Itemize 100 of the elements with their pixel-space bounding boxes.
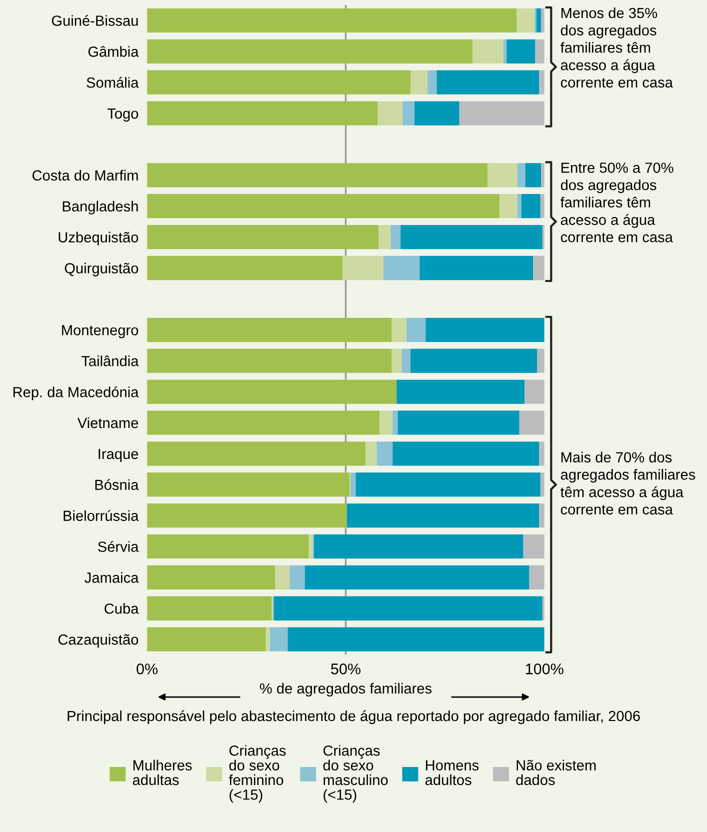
- y-tick-label: Quirguistão: [64, 262, 138, 276]
- bar: [541, 8, 544, 33]
- bar: [396, 380, 525, 404]
- bar: [517, 163, 526, 188]
- bar: [290, 565, 305, 590]
- bar: [392, 348, 402, 373]
- bar: [392, 318, 407, 342]
- bar: [147, 256, 343, 280]
- y-tick-label: Rep. da Macedónia: [13, 386, 139, 400]
- y-tick-label: Montenegro: [62, 325, 138, 338]
- bar: [529, 565, 544, 590]
- bar: [288, 627, 544, 652]
- text: Mais de 70% dos agregados familiares têm acesso a água corrente em casa: [560, 452, 696, 515]
- legend-label: Homens adultos: [425, 760, 479, 786]
- bar: [524, 380, 544, 404]
- bar: [147, 472, 350, 497]
- bar: [147, 70, 410, 94]
- y-tick-label: Bangladesh: [62, 200, 138, 214]
- x-axis-title: % de agregados familiares: [260, 682, 432, 697]
- bar: [350, 472, 356, 497]
- bar: [147, 348, 392, 373]
- legend-label: Mulheres adultas: [132, 760, 192, 786]
- y-tick-label: Cazaquistão: [58, 634, 138, 648]
- text: Menos de 35% dos agregados familiares têm acesso a água corrente em casa: [560, 7, 673, 88]
- bar: [383, 256, 420, 280]
- bar: [147, 163, 488, 188]
- bar: [525, 163, 542, 188]
- bar: [539, 442, 544, 466]
- bar: [517, 194, 522, 218]
- bar: [499, 194, 518, 218]
- y-tick-label: Somália: [86, 76, 139, 88]
- bar: [392, 442, 540, 466]
- bar: [428, 70, 437, 94]
- legend-label: Crianças do sexo masculino (<15): [323, 745, 388, 803]
- bar: [379, 410, 393, 435]
- bar: [535, 39, 544, 64]
- bar: [414, 101, 460, 126]
- bar: [516, 8, 534, 33]
- bar: [378, 224, 391, 250]
- bar: [147, 596, 272, 620]
- bar: [539, 503, 544, 528]
- y-tick-label: Jamaica: [84, 572, 139, 583]
- bar: [147, 380, 397, 404]
- bar: [147, 565, 275, 590]
- y-tick-label: Guiné-Bissau: [52, 15, 138, 26]
- bar: [147, 442, 366, 466]
- y-tick-label: Togo: [107, 108, 138, 122]
- legend-label: Não existem dados: [516, 760, 596, 786]
- y-tick-label: Uzbequistão: [58, 232, 138, 246]
- y-tick-label: Costa do Marfim: [32, 170, 138, 181]
- bar: [472, 39, 504, 64]
- bar: [356, 472, 540, 497]
- y-tick-label: Iraque: [98, 448, 138, 462]
- bar: [523, 534, 544, 559]
- bar: [402, 348, 410, 373]
- x-tick-label: 0%: [136, 664, 158, 674]
- bar: [378, 101, 403, 126]
- bar: [398, 410, 520, 435]
- bar: [459, 101, 544, 126]
- bar: [147, 534, 309, 559]
- bar: [503, 39, 507, 64]
- y-tick-label: Sérvia: [98, 541, 139, 552]
- y-tick-label: Bielorrússia: [64, 510, 139, 521]
- bar: [304, 565, 530, 590]
- bar: [270, 627, 288, 652]
- bar: [436, 70, 540, 94]
- bar: [506, 39, 536, 64]
- bar: [147, 224, 379, 250]
- bar: [521, 194, 540, 218]
- bar: [147, 410, 380, 435]
- bar: [410, 348, 538, 373]
- bar: [147, 503, 347, 528]
- bar: [400, 224, 542, 250]
- bar: [274, 596, 542, 620]
- bar: [147, 627, 266, 652]
- bar: [366, 442, 377, 466]
- bar: [147, 101, 378, 126]
- bar: [147, 318, 392, 342]
- text: Principal responsável pelo abastecimento de água reportado por agregado familiar, 2006: [68, 710, 640, 724]
- legend-label: Crianças do sexo feminino (<15): [228, 745, 286, 803]
- text: Entre 50% a 70% dos agregados familiares têm acesso a água corrente em casa: [560, 162, 674, 242]
- y-tick-label: Tailândia: [81, 356, 139, 366]
- bar: [342, 256, 384, 280]
- bar: [147, 39, 472, 64]
- x-tick-label: 100%: [526, 664, 564, 674]
- bar: [541, 163, 544, 188]
- bar: [390, 224, 401, 250]
- bar: [392, 410, 398, 435]
- bar: [533, 256, 544, 280]
- bar: [346, 503, 540, 528]
- bar: [410, 70, 428, 94]
- y-tick-label: Bósnia: [95, 479, 139, 490]
- bar: [420, 256, 534, 280]
- bar: [314, 534, 524, 559]
- bar: [519, 410, 544, 435]
- y-tick-label: Cuba: [104, 603, 139, 614]
- y-tick-label: Gâmbia: [88, 46, 139, 57]
- bar: [539, 70, 544, 94]
- bar: [406, 318, 426, 342]
- bar: [275, 565, 290, 590]
